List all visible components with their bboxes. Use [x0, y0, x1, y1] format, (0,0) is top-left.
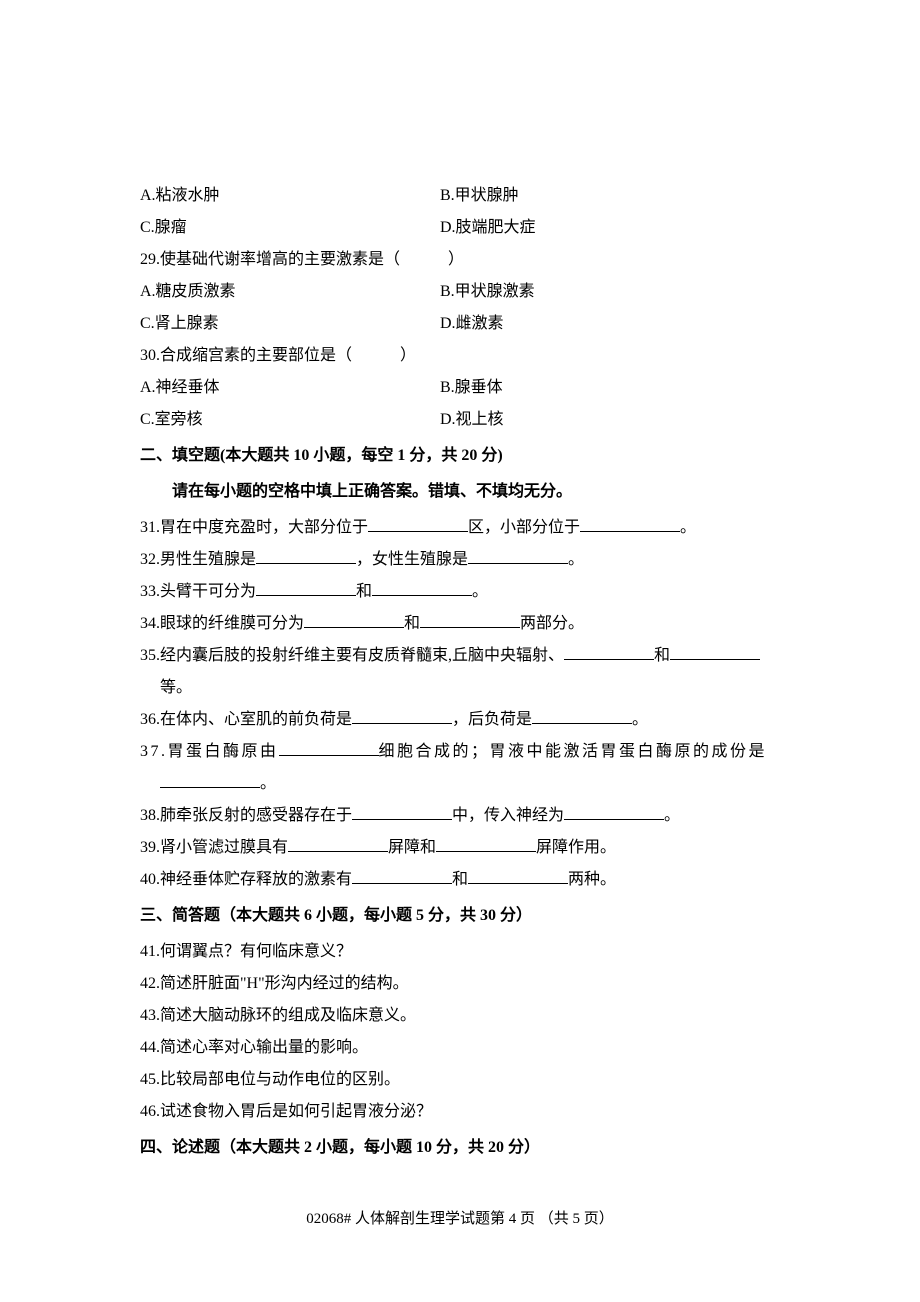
q28-opt-b: B.甲状腺肿	[440, 180, 780, 212]
q36-text-a: 36.在体内、心室肌的前负荷是	[140, 711, 352, 728]
q29-opt-a: A.糖皮质激素	[140, 276, 440, 308]
section3-header: 三、简答题（本大题共 6 小题，每小题 5 分，共 30 分）	[140, 900, 780, 932]
q31-text-c: 。	[680, 519, 696, 536]
q37-text-c: 。	[260, 775, 276, 792]
q31: 31.胃在中度充盈时，大部分位于 区，小部分位于 。	[140, 512, 780, 544]
q33-text-c: 。	[472, 583, 488, 600]
q34-text-b: 和	[404, 615, 420, 632]
q29-stem: 29.使基础代谢率增高的主要激素是（ ）	[140, 244, 780, 276]
q28-opt-c: C.腺瘤	[140, 212, 440, 244]
q30-stem: 30.合成缩宫素的主要部位是（ ）	[140, 340, 780, 372]
q30-opt-c: C.室旁核	[140, 404, 440, 436]
q28-row-ab: A.粘液水肿 B.甲状腺肿	[140, 180, 780, 212]
q38-text-c: 。	[664, 807, 680, 824]
q36: 36.在体内、心室肌的前负荷是 ，后负荷是 。	[140, 704, 780, 736]
q38-text-b: 中，传入神经为	[452, 807, 564, 824]
q42: 42.简述肝脏面"H"形沟内经过的结构。	[140, 968, 780, 1000]
q29-opt-c: C.肾上腺素	[140, 308, 440, 340]
q30-opt-d: D.视上核	[440, 404, 780, 436]
q45: 45.比较局部电位与动作电位的区别。	[140, 1064, 780, 1096]
q39: 39.肾小管滤过膜具有 屏障和 屏障作用。	[140, 832, 780, 864]
section2-sub: 请在每小题的空格中填上正确答案。错填、不填均无分。	[140, 476, 780, 508]
q41: 41.何谓翼点？有何临床意义？	[140, 936, 780, 968]
q34-text-a: 34.眼球的纤维膜可分为	[140, 615, 304, 632]
q40: 40.神经垂体贮存释放的激素有 和 两种。	[140, 864, 780, 896]
q33-text-b: 和	[356, 583, 372, 600]
q30-row-cd: C.室旁核 D.视上核	[140, 404, 780, 436]
page-footer: 02068# 人体解剖生理学试题第 4 页 （共 5 页）	[140, 1204, 780, 1234]
q34: 34.眼球的纤维膜可分为 和 两部分。	[140, 608, 780, 640]
q31-text-b: 区，小部分位于	[468, 519, 580, 536]
q40-text-b: 和	[452, 871, 468, 888]
q32-text-a: 32.男性生殖腺是	[140, 551, 256, 568]
q43: 43.简述大脑动脉环的组成及临床意义。	[140, 1000, 780, 1032]
q30-row-ab: A.神经垂体 B.腺垂体	[140, 372, 780, 404]
q38-blank-1	[352, 804, 452, 820]
q29-row-cd: C.肾上腺素 D.雌激素	[140, 308, 780, 340]
q35-text-c: 等。	[160, 679, 192, 696]
q39-blank-2	[436, 836, 536, 852]
q37-blank-1	[279, 740, 379, 756]
q35: 35.经内囊后肢的投射纤维主要有皮质脊髓束,丘脑中央辐射、 和	[140, 640, 780, 672]
q36-text-b: ，后负荷是	[452, 711, 532, 728]
q36-blank-2	[532, 708, 632, 724]
q46: 46.试述食物入胃后是如何引起胃液分泌？	[140, 1096, 780, 1128]
q30-opt-a: A.神经垂体	[140, 372, 440, 404]
q39-text-c: 屏障作用。	[536, 839, 616, 856]
q29-opt-d: D.雌激素	[440, 308, 780, 340]
q39-blank-1	[288, 836, 388, 852]
q32: 32.男性生殖腺是 ，女性生殖腺是 。	[140, 544, 780, 576]
q35-cont: 等。	[140, 672, 780, 704]
q37-text-a: 37.胃蛋白酶原由	[140, 743, 279, 760]
q31-blank-2	[580, 516, 680, 532]
q35-blank-1	[564, 644, 654, 660]
q33-blank-1	[256, 580, 356, 596]
q29-opt-b: B.甲状腺激素	[440, 276, 780, 308]
q39-text-a: 39.肾小管滤过膜具有	[140, 839, 288, 856]
q40-text-c: 两种。	[568, 871, 616, 888]
q30-opt-b: B.腺垂体	[440, 372, 780, 404]
q31-text-a: 31.胃在中度充盈时，大部分位于	[140, 519, 368, 536]
q34-blank-2	[420, 612, 520, 628]
q33-blank-2	[372, 580, 472, 596]
q40-blank-1	[352, 868, 452, 884]
q40-text-a: 40.神经垂体贮存释放的激素有	[140, 871, 352, 888]
q34-blank-1	[304, 612, 404, 628]
q37-cont: 。	[140, 768, 780, 800]
q36-blank-1	[352, 708, 452, 724]
q38-text-a: 38.肺牵张反射的感受器存在于	[140, 807, 352, 824]
q28-opt-d: D.肢端肥大症	[440, 212, 780, 244]
q39-text-b: 屏障和	[388, 839, 436, 856]
q31-blank-1	[368, 516, 468, 532]
q28-opt-a: A.粘液水肿	[140, 180, 440, 212]
q44: 44.简述心率对心输出量的影响。	[140, 1032, 780, 1064]
q29-row-ab: A.糖皮质激素 B.甲状腺激素	[140, 276, 780, 308]
q37-text-b: 细胞合成的；胃液中能激活胃蛋白酶原的成份是	[379, 743, 768, 760]
q36-text-c: 。	[632, 711, 648, 728]
q32-blank-1	[256, 548, 356, 564]
q28-row-cd: C.腺瘤 D.肢端肥大症	[140, 212, 780, 244]
q33-text-a: 33.头臂干可分为	[140, 583, 256, 600]
q38: 38.肺牵张反射的感受器存在于 中，传入神经为 。	[140, 800, 780, 832]
q32-blank-2	[468, 548, 568, 564]
q35-text-b: 和	[654, 647, 670, 664]
q35-text-a: 35.经内囊后肢的投射纤维主要有皮质脊髓束,丘脑中央辐射、	[140, 647, 564, 664]
q37-blank-2	[160, 772, 260, 788]
q38-blank-2	[564, 804, 664, 820]
q40-blank-2	[468, 868, 568, 884]
q35-blank-2	[670, 644, 760, 660]
q33: 33.头臂干可分为 和 。	[140, 576, 780, 608]
section2-header: 二、填空题(本大题共 10 小题，每空 1 分，共 20 分)	[140, 440, 780, 472]
q34-text-c: 两部分。	[520, 615, 584, 632]
q37: 37.胃蛋白酶原由 细胞合成的；胃液中能激活胃蛋白酶原的成份是	[140, 736, 780, 768]
q32-text-b: ，女性生殖腺是	[356, 551, 468, 568]
section4-header: 四、论述题（本大题共 2 小题，每小题 10 分，共 20 分）	[140, 1132, 780, 1164]
q32-text-c: 。	[568, 551, 584, 568]
